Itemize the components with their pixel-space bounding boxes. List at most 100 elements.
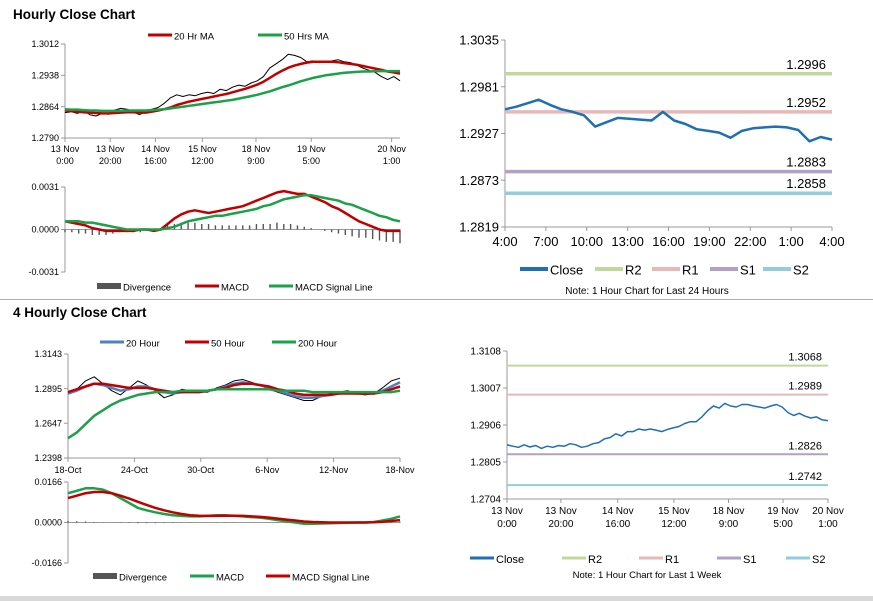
y-tick-label: 1.2790 [31, 133, 59, 143]
x-tick-label: 1:00 [818, 519, 838, 530]
legend-swatch [93, 573, 117, 579]
series-macd [67, 487, 401, 525]
y-tick-label: 1.3012 [31, 39, 59, 49]
series-50-hrs-ma [64, 69, 400, 113]
x-tick-label: 1:00 [778, 234, 803, 249]
four-hourly-macd-chart: 0.0166 0.0000 -0.0166 Divergence MACD MACD Si… [31, 477, 401, 583]
legend-label: Close [496, 554, 524, 566]
legend-label: 50 Hour [211, 338, 245, 349]
x-tick-label: 14 Nov [141, 144, 170, 154]
y-tick-label: -0.0166 [31, 558, 62, 568]
y-tick-label: 1.2938 [31, 70, 59, 80]
y-tick-label: 1.2864 [31, 102, 59, 112]
legend-label: MACD [221, 282, 249, 293]
y-tick-label: 0.0000 [31, 225, 59, 235]
legend-label: Divergence [123, 282, 171, 293]
legend-label: R1 [665, 554, 679, 566]
x-tick-label: 15 Nov [188, 144, 217, 154]
legend-label: 50 Hrs MA [284, 31, 330, 42]
legend-label: R2 [588, 554, 602, 566]
x-tick-label: 13 Nov [96, 144, 125, 154]
y-tick-label: 1.3035 [459, 33, 499, 48]
x-tick-label: 22:00 [734, 234, 767, 249]
level-label-r1: 1.2952 [786, 95, 826, 110]
x-tick-label: 20:00 [548, 519, 573, 530]
x-tick-label: 12:00 [191, 156, 214, 166]
x-tick-label: 9:00 [247, 156, 265, 166]
y-tick-label: 1.3007 [470, 384, 501, 395]
level-label-s1: 1.2826 [788, 440, 822, 452]
legend-label: MACD Signal Line [295, 282, 373, 293]
x-tick-label: 4:00 [492, 234, 517, 249]
series-200-hour [67, 388, 401, 440]
x-tick-label: 30-Oct [187, 465, 215, 475]
x-tick-label: 14 Nov [602, 506, 634, 517]
level-label-r2: 1.3068 [788, 352, 822, 364]
legend-label: MACD Signal Line [292, 572, 370, 583]
legend-label: 20 Hr MA [174, 31, 215, 42]
x-tick-label: 6-Nov [255, 465, 280, 475]
x-tick-label: 16:00 [144, 156, 167, 166]
series-close [504, 98, 833, 143]
series-20-hr-ma [64, 60, 401, 115]
x-tick-label: 19:00 [693, 234, 726, 249]
level-label-r1: 1.2989 [788, 381, 822, 393]
legend-swatch [97, 283, 121, 289]
series-50-hour [67, 382, 401, 397]
legend-label: R2 [625, 263, 642, 278]
y-tick-label: -0.0031 [28, 267, 59, 277]
y-tick-label: 1.2895 [34, 384, 62, 394]
x-tick-label: 19 Nov [767, 506, 799, 517]
y-tick-label: 1.2927 [459, 126, 499, 141]
x-tick-label: 18 Nov [713, 506, 745, 517]
x-tick-label: 20 Nov [812, 506, 844, 517]
y-tick-label: 1.2819 [459, 220, 499, 235]
level-label-s2: 1.2742 [788, 471, 822, 483]
x-tick-label: 13:00 [611, 234, 644, 249]
y-tick-label: 0.0031 [31, 182, 59, 192]
y-tick-label: 1.2647 [34, 418, 62, 428]
bottom-bar [0, 596, 873, 601]
x-tick-label: 13 Nov [51, 144, 80, 154]
y-tick-label: 1.2873 [459, 173, 499, 188]
level-label-r2: 1.2996 [786, 57, 826, 72]
level-label-s1: 1.2883 [786, 155, 826, 170]
legend-label: S2 [793, 263, 809, 278]
legend-label: S1 [740, 263, 756, 278]
x-tick-label: 1:00 [383, 156, 401, 166]
legend-label: Close [550, 263, 583, 278]
x-tick-label: 16:00 [605, 519, 630, 530]
four-hourly-section-title: 4 Hourly Close Chart [13, 305, 147, 320]
y-tick-label: 1.2805 [470, 458, 501, 469]
x-tick-label: 13 Nov [545, 506, 577, 517]
legend-label: S1 [743, 554, 756, 566]
legend-label: 200 Hour [298, 338, 337, 349]
x-tick-label: 18 Nov [242, 144, 271, 154]
x-tick-label: 15 Nov [658, 506, 690, 517]
legend-label: MACD [216, 572, 244, 583]
x-tick-label: 18-Nov [385, 465, 415, 475]
x-tick-label: 0:00 [497, 519, 517, 530]
x-tick-label: 13 Nov [491, 506, 523, 517]
x-tick-label: 20:00 [99, 156, 122, 166]
x-tick-label: 12-Nov [319, 465, 349, 475]
y-tick-label: 1.3143 [34, 349, 62, 359]
level-label-s2: 1.2858 [786, 176, 826, 191]
x-tick-label: 7:00 [533, 234, 558, 249]
hourly-section-title: Hourly Close Chart [13, 7, 136, 22]
section-divider [0, 299, 873, 300]
y-tick-label: 1.2981 [459, 79, 499, 94]
series-macd [64, 189, 400, 233]
series-close [506, 402, 829, 450]
legend-label: S2 [812, 554, 825, 566]
y-tick-label: 1.2906 [470, 421, 501, 432]
x-tick-label: 16:00 [652, 234, 685, 249]
x-tick-label: 19 Nov [297, 144, 326, 154]
legend-label: Divergence [119, 572, 167, 583]
x-tick-label: 4:00 [819, 234, 844, 249]
series-price [64, 53, 401, 117]
